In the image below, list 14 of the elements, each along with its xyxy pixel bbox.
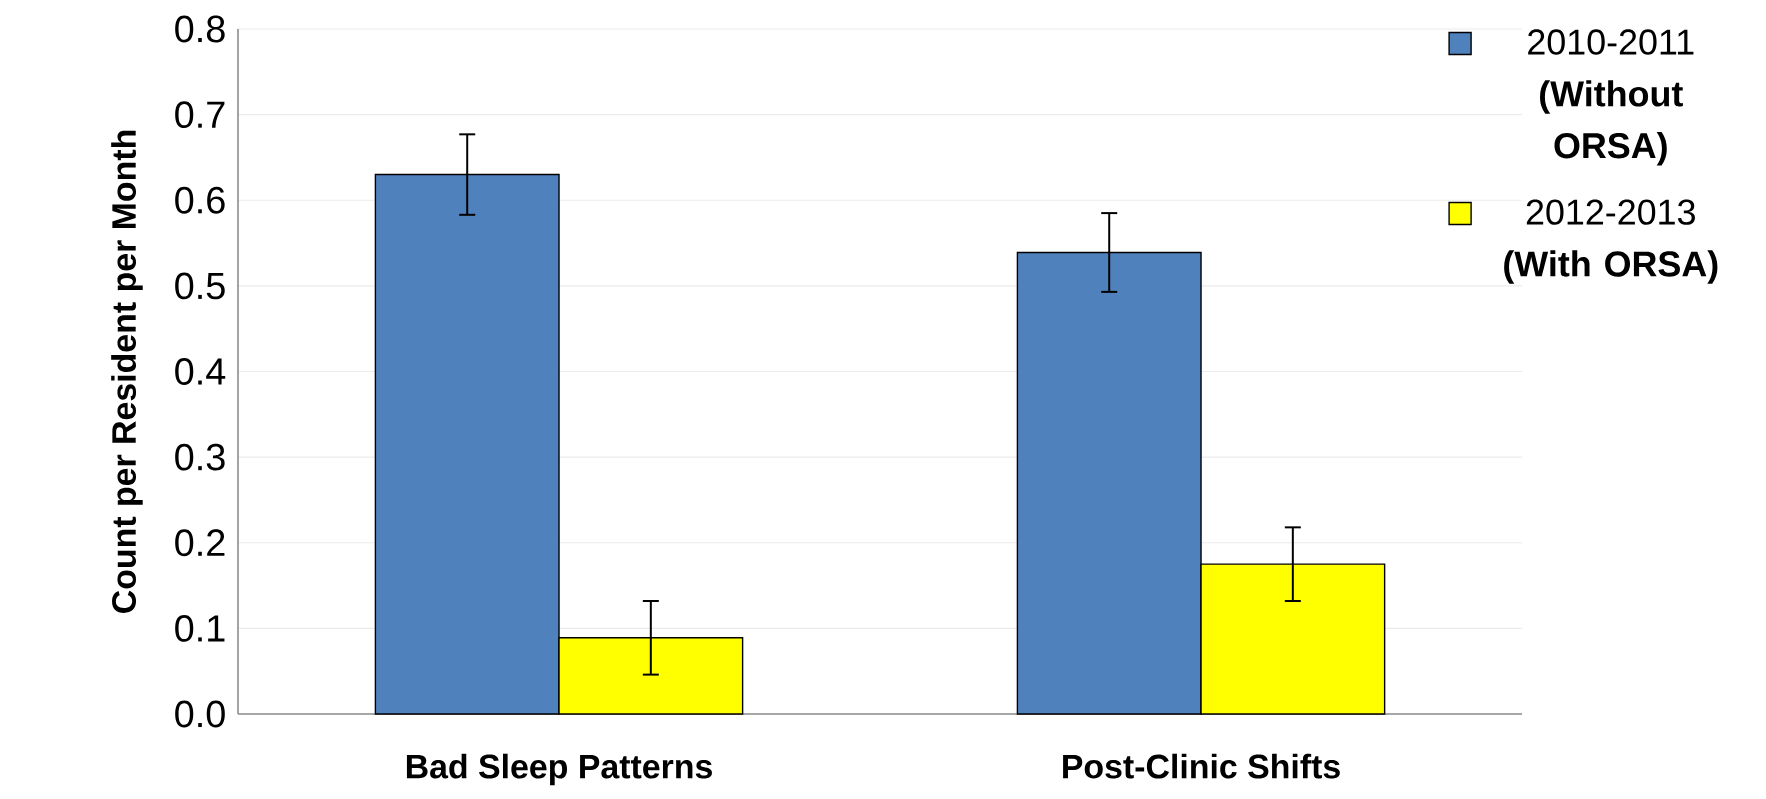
y-tick-label: 0.0 xyxy=(175,700,225,728)
x-tick-label: Bad Sleep Patterns xyxy=(406,753,712,786)
legend-label: 2010-2011 (Without ORSA) xyxy=(1528,29,1694,166)
y-tick-label: 0.3 xyxy=(175,443,225,471)
y-tick-label: 0.4 xyxy=(175,358,226,385)
x-tick-label: Post-Clinic Shifts xyxy=(1063,753,1340,779)
y-tick-label: 0.2 xyxy=(175,529,225,557)
y-tick-label: 0.5 xyxy=(175,272,225,300)
y-axis-title: Count per Resident per Month xyxy=(111,130,143,613)
y-tick-label: 0.6 xyxy=(175,186,225,214)
y-tick-label: 0.1 xyxy=(175,614,225,642)
legend-label: 2012-2013 (With ORSA) xyxy=(1504,199,1718,284)
y-tick-label: 0.7 xyxy=(175,101,225,129)
y-tick-label: 0.8 xyxy=(175,15,225,43)
